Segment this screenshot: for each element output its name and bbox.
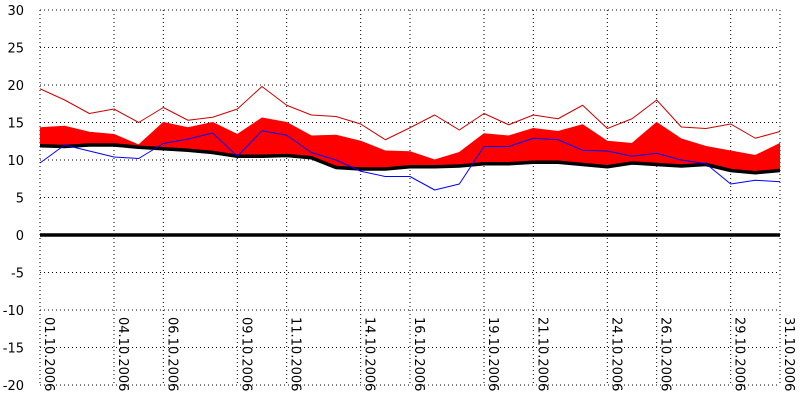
series-line-max (39, 86, 781, 141)
series-line-lower (39, 143, 781, 175)
y-tick-label: 10 (7, 154, 24, 169)
x-tick-label: 09.10.2006 (238, 317, 253, 391)
series-line-upper (39, 117, 781, 161)
y-tick-label: 5 (16, 192, 24, 207)
y-tick-label: -5 (11, 267, 24, 282)
range-band (40, 118, 780, 173)
y-tick-label: -20 (3, 379, 24, 394)
series-lines (39, 86, 781, 191)
range-area (40, 118, 780, 173)
x-tick-label: 26.10.2006 (658, 317, 673, 391)
x-tick-label: 14.10.2006 (362, 317, 377, 391)
y-tick-label: 25 (7, 42, 24, 57)
x-tick-label: 01.10.2006 (41, 317, 56, 391)
x-tick-label: 24.10.2006 (608, 317, 623, 391)
x-tick-label: 04.10.2006 (115, 317, 130, 391)
y-tick-label: 20 (7, 79, 24, 94)
x-tick-label: 31.10.2006 (781, 317, 796, 391)
x-tick-label: 06.10.2006 (164, 317, 179, 391)
series-line-blue (39, 130, 781, 191)
x-tick-label: 16.10.2006 (411, 317, 426, 391)
y-tick-label: -15 (3, 342, 24, 357)
x-axis-ticks: 01.10.2006 04.10.2006 06.10.2006 09.10.2006… (41, 317, 796, 391)
y-tick-label: -10 (3, 304, 24, 319)
y-tick-label: 30 (7, 4, 24, 19)
y-tick-label: 15 (7, 117, 24, 132)
x-tick-label: 19.10.2006 (485, 317, 500, 391)
x-tick-label: 29.10.2006 (732, 317, 747, 391)
y-tick-label: 0 (16, 229, 24, 244)
x-tick-label: 21.10.2006 (534, 317, 549, 391)
y-axis-ticks: 30 25 20 15 10 5 0 -5 -10 -15 -20 (3, 4, 24, 394)
x-tick-label: 11.10.2006 (288, 317, 303, 391)
